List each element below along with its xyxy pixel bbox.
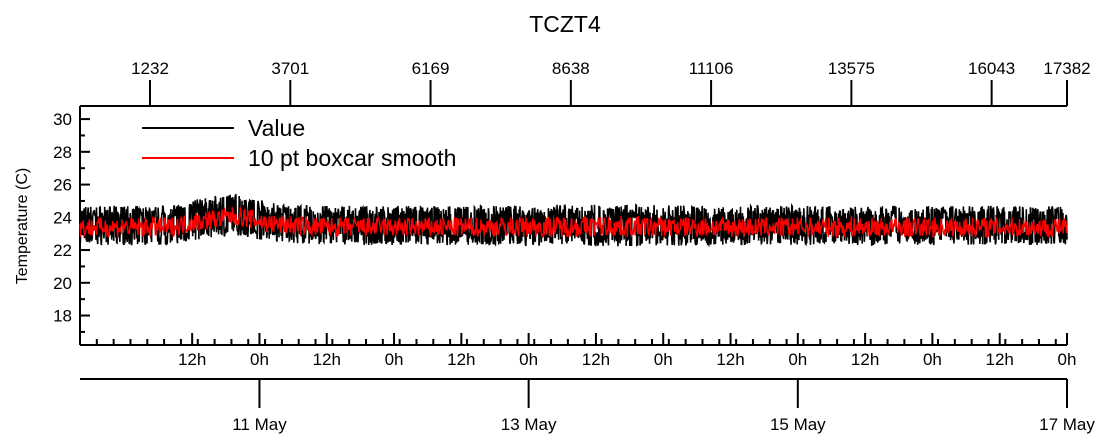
hour-axis-tick-label: 12h — [851, 350, 879, 369]
top-axis-tick-label: 3701 — [271, 59, 309, 78]
y-axis-tick-label: 24 — [53, 208, 72, 227]
date-axis-tick-label: 17 May — [1039, 415, 1095, 434]
y-axis-tick-label: 22 — [53, 241, 72, 260]
date-axis: 11 May 13 May 15 May 17 May — [80, 378, 1095, 434]
top-axis-tick-label: 6169 — [412, 59, 450, 78]
top-axis-tick-label: 8638 — [552, 59, 590, 78]
hour-axis-tick-label: 0h — [519, 350, 538, 369]
hour-axis-tick-label: 0h — [385, 350, 404, 369]
chart-title: TCZT4 — [529, 11, 601, 37]
y-axis-label: Temperature (C) — [14, 168, 31, 284]
hour-axis-tick-label: 12h — [582, 350, 610, 369]
hour-axis-tick-label: 0h — [788, 350, 807, 369]
hour-axis-tick-label: 12h — [716, 350, 744, 369]
y-axis-tick-label: 30 — [53, 110, 72, 129]
top-index-axis: 1232 3701 6169 8638 11106 13575 16043 17382 — [80, 59, 1091, 107]
top-axis-tick-label: 17382 — [1043, 59, 1090, 78]
y-axis: 18 20 22 24 26 28 30 — [53, 106, 90, 345]
hour-axis-tick-label: 0h — [250, 350, 269, 369]
hour-axis-tick-label: 0h — [1058, 350, 1077, 369]
hour-axis-tick-label: 12h — [178, 350, 206, 369]
hour-axis-tick-label: 12h — [313, 350, 341, 369]
plot-area — [79, 193, 1068, 248]
top-axis-tick-label: 13575 — [828, 59, 875, 78]
hour-axis-tick-label: 12h — [447, 350, 475, 369]
top-axis-tick-label: 1232 — [131, 59, 169, 78]
y-axis-tick-label: 26 — [53, 176, 72, 195]
y-axis-tick-label: 18 — [53, 307, 72, 326]
date-axis-tick-label: 11 May — [232, 415, 287, 434]
hour-axis-tick-label: 0h — [923, 350, 942, 369]
legend-label: Value — [248, 115, 305, 141]
y-axis-tick-label: 28 — [53, 143, 72, 162]
hour-axis: 12h 0h 12h 0h 12h 0h 12h 0h 12h 0h 12h 0h 12h 0h — [79, 333, 1077, 369]
series-line-value — [79, 193, 1068, 248]
series-line-smooth — [79, 206, 1068, 239]
date-axis-tick-label: 15 May — [770, 415, 826, 434]
legend: Value 10 pt boxcar smooth — [142, 115, 456, 171]
date-axis-tick-label: 13 May — [501, 415, 557, 434]
legend-label: 10 pt boxcar smooth — [248, 145, 456, 171]
hour-axis-tick-label: 12h — [986, 350, 1014, 369]
y-axis-tick-label: 20 — [53, 274, 72, 293]
top-axis-tick-label: 16043 — [968, 59, 1015, 78]
top-axis-tick-label: 11106 — [689, 59, 734, 78]
hour-axis-tick-label: 0h — [654, 350, 673, 369]
